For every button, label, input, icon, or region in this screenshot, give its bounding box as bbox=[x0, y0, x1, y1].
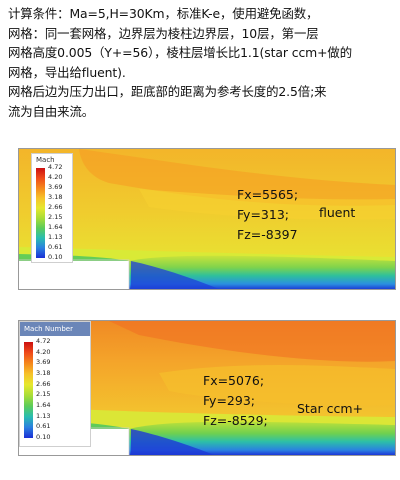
legend-tick-label: 0.10 bbox=[48, 253, 63, 261]
legend-tick-label: 0.61 bbox=[48, 243, 63, 251]
legend-tick-label: 3.18 bbox=[48, 193, 63, 201]
starccm-mach-contour: Mach Number 4.72 4.20 3.69 3.18 2.66 2.15 1.64… bbox=[18, 320, 396, 456]
description-line: 网格高度0.005（Y+=56），棱柱层增长比1.1(star ccm+做的 bbox=[8, 45, 352, 60]
legend-colorbar bbox=[24, 342, 33, 438]
force-fz: Fz=-8529; bbox=[203, 413, 268, 428]
legend-tick-label: 4.20 bbox=[36, 347, 51, 356]
description-line: 计算条件：Ma=5,H=30Km，标准K-e，使用避免函数， bbox=[8, 6, 319, 21]
fluent-mach-contour: Mach 4.72 4.20 3.69 3.18 2.66 2.15 1.64 1.13 0.6… bbox=[18, 148, 396, 290]
legend-title: Mach Number bbox=[20, 322, 90, 336]
legend-tick-label: 3.69 bbox=[48, 183, 63, 191]
force-fz: Fz=-8397 bbox=[237, 227, 298, 242]
force-results: Fx=5565; Fy=313; Fz=-8397 bbox=[237, 185, 298, 245]
mach-legend: Mach 4.72 4.20 3.69 3.18 2.66 2.15 1.64 1.13 0.6… bbox=[31, 153, 73, 263]
legend-tick-label: 2.15 bbox=[36, 390, 51, 399]
legend-colorbar bbox=[36, 168, 45, 258]
legend-tick-label: 2.15 bbox=[48, 213, 63, 221]
force-fx: Fx=5565; bbox=[237, 187, 299, 202]
legend-tick-label: 1.64 bbox=[48, 223, 63, 231]
description-line: 流为自由来流。 bbox=[8, 103, 95, 119]
legend-tick-label: 4.72 bbox=[36, 337, 51, 345]
description-line: 网格：同一套网格，边界层为棱柱边界层，10层，第一层 bbox=[8, 25, 319, 41]
mach-contour-plot bbox=[19, 149, 395, 289]
legend-tick-label: 0.61 bbox=[36, 422, 51, 431]
solver-label: Star ccm+ bbox=[297, 401, 364, 416]
legend-tick-label: 3.69 bbox=[36, 358, 51, 367]
legend-tick-label: 1.64 bbox=[36, 401, 51, 409]
description: 计算条件：Ma=5,H=30Km，标准K-e，使用避免函数， 网格：同一套网格，… bbox=[8, 4, 396, 121]
description-line: 网格，导出给fluent). bbox=[8, 64, 126, 80]
legend-tick-label: 0.10 bbox=[36, 433, 51, 441]
legend-tick-label: 1.13 bbox=[36, 411, 51, 420]
legend-tick-label: 4.72 bbox=[48, 163, 63, 171]
solver-label: fluent bbox=[319, 205, 356, 220]
legend-tick-label: 2.66 bbox=[48, 203, 63, 211]
legend-tick-label: 4.20 bbox=[48, 173, 63, 181]
legend-title: Mach bbox=[36, 156, 55, 164]
force-fx: Fx=5076; bbox=[203, 373, 265, 388]
force-fy: Fy=313; bbox=[237, 207, 289, 222]
description-line: 网格后边为压力出口，距底部的距离为参考长度的2.5倍;来 bbox=[8, 84, 327, 99]
force-results: Fx=5076; Fy=293; Fz=-8529; bbox=[203, 371, 268, 431]
legend-tick-label: 3.18 bbox=[36, 369, 51, 377]
legend-tick-label: 1.13 bbox=[48, 233, 63, 241]
force-fy: Fy=293; bbox=[203, 393, 255, 408]
legend-tick-label: 2.66 bbox=[36, 379, 51, 388]
mach-number-legend: Mach Number 4.72 4.20 3.69 3.18 2.66 2.15 1.64… bbox=[19, 321, 91, 447]
